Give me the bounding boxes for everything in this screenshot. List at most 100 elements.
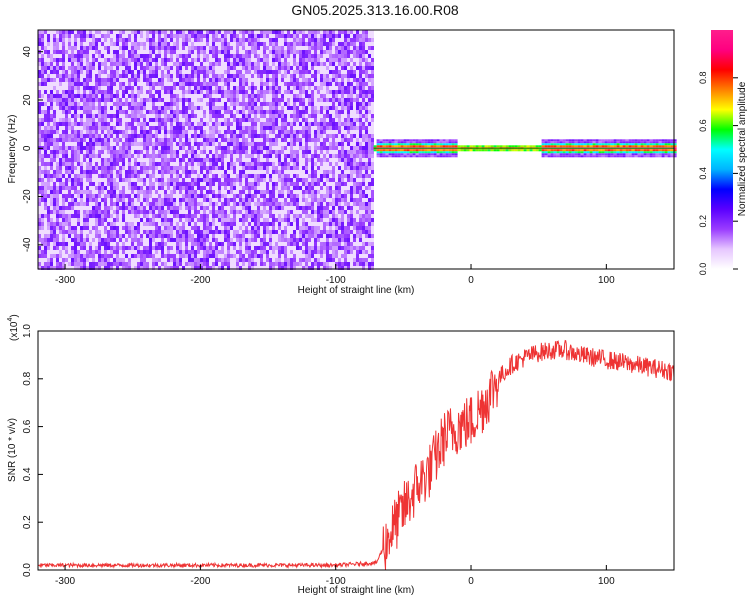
spectrogram-cell: [92, 202, 95, 206]
spectrogram-cell: [209, 174, 212, 178]
spectrogram-cell: [191, 190, 194, 194]
spectrogram-cell: [212, 46, 215, 50]
spectrogram-cell: [236, 146, 239, 150]
spectrogram-cell: [152, 230, 155, 234]
spectrogram-cell: [104, 162, 107, 166]
spectrogram-cell: [38, 138, 41, 142]
spectrogram-cell: [215, 198, 218, 202]
spectrogram-cell: [80, 170, 83, 174]
spectrogram-cell: [50, 130, 53, 134]
spectrogram-cell: [182, 98, 185, 102]
spectrogram-cell: [95, 202, 98, 206]
spectrogram-cell: [269, 174, 272, 178]
spectrogram-cell: [77, 94, 80, 98]
spectrogram-cell: [83, 86, 86, 90]
spectrogram-cell: [134, 86, 137, 90]
spectrogram-cell: [179, 98, 182, 102]
spectrogram-cell: [53, 226, 56, 230]
spectrogram-cell: [167, 70, 170, 74]
spectrogram-cell: [140, 118, 143, 122]
spectrogram-cell: [224, 62, 227, 66]
spectrogram-cell: [161, 230, 164, 234]
spectrogram-cell: [233, 262, 236, 266]
spectrogram-cell: [140, 146, 143, 150]
spectrogram-cell: [152, 266, 155, 270]
spectrogram-cell: [146, 70, 149, 74]
spectrogram-cell: [254, 150, 257, 154]
spectrogram-cell: [242, 206, 245, 210]
spectrogram-cell: [107, 194, 110, 198]
spectrogram-cell: [71, 202, 74, 206]
spectrogram-cell: [140, 106, 143, 110]
spectrogram-cell: [179, 50, 182, 54]
spectrogram-cell: [182, 34, 185, 38]
spectrogram-cell: [95, 146, 98, 150]
spectrogram-cell: [206, 70, 209, 74]
spectrogram-cell: [257, 170, 260, 174]
spectrogram-cell: [227, 58, 230, 62]
spectrogram-cell: [116, 254, 119, 258]
spectrogram-cell: [170, 74, 173, 78]
spectrogram-cell: [101, 118, 104, 122]
spectrogram-cell: [224, 198, 227, 202]
spectrogram-cell: [161, 86, 164, 90]
spectrogram-cell: [122, 158, 125, 162]
spectrogram-cell: [281, 62, 284, 66]
spectrogram-cell: [218, 226, 221, 230]
spectrogram-cell: [71, 98, 74, 102]
spectrogram-cell: [164, 82, 167, 86]
spectrogram-cell: [80, 206, 83, 210]
spectrogram-cell: [245, 162, 248, 166]
spectrogram-cell: [212, 70, 215, 74]
spectrogram-cell: [59, 206, 62, 210]
spectrogram-cell: [92, 106, 95, 110]
spectrogram-cell: [209, 122, 212, 126]
spectrogram-cell: [260, 126, 263, 130]
spectrogram-cell: [74, 214, 77, 218]
spectrogram-cell: [254, 170, 257, 174]
spectrogram-cell: [233, 58, 236, 62]
spectrogram-cell: [98, 82, 101, 86]
spectrogram-cell: [68, 202, 71, 206]
spectrogram-cell: [41, 230, 44, 234]
spectrogram-cell: [110, 102, 113, 106]
spectrogram-cell: [197, 110, 200, 114]
spectrogram-cell: [179, 86, 182, 90]
spectrogram-cell: [53, 82, 56, 86]
spectrogram-cell: [128, 254, 131, 258]
spectrogram-cell: [89, 66, 92, 70]
spectrogram-cell: [167, 130, 170, 134]
spectrogram-cell: [53, 110, 56, 114]
spectrogram-cell: [128, 42, 131, 46]
spectrogram-cell: [212, 86, 215, 90]
spectrogram-cell: [101, 198, 104, 202]
spectrogram-cell: [182, 130, 185, 134]
spectrogram-cell: [164, 106, 167, 110]
spectrogram-cell: [221, 118, 224, 122]
spectrogram-cell: [125, 222, 128, 226]
spectrogram-cell: [182, 242, 185, 246]
spectrogram-cell: [137, 114, 140, 118]
spectrogram-cell: [269, 218, 272, 222]
spectrogram-cell: [38, 178, 41, 182]
spectrogram-cell: [83, 194, 86, 198]
spectrogram-cell: [41, 126, 44, 130]
spectrogram-cell: [131, 230, 134, 234]
spectrogram-cell: [38, 106, 41, 110]
spectrogram-cell: [251, 218, 254, 222]
spectrogram-cell: [239, 226, 242, 230]
spectrogram-cell: [53, 242, 56, 246]
spectrogram-cell: [131, 34, 134, 38]
spectrogram-cell: [155, 54, 158, 58]
spectrogram-cell: [215, 234, 218, 238]
spectrogram-cell: [254, 98, 257, 102]
spectrogram-cell: [260, 54, 263, 58]
spectrogram-cell: [158, 210, 161, 214]
spectrogram-cell: [254, 54, 257, 58]
spectrogram-cell: [176, 178, 179, 182]
spectrogram-cell: [194, 74, 197, 78]
spectrogram-cell: [197, 66, 200, 70]
spectrogram-cell: [80, 186, 83, 190]
spectrogram-cell: [95, 206, 98, 210]
spectrogram-cell: [44, 166, 47, 170]
